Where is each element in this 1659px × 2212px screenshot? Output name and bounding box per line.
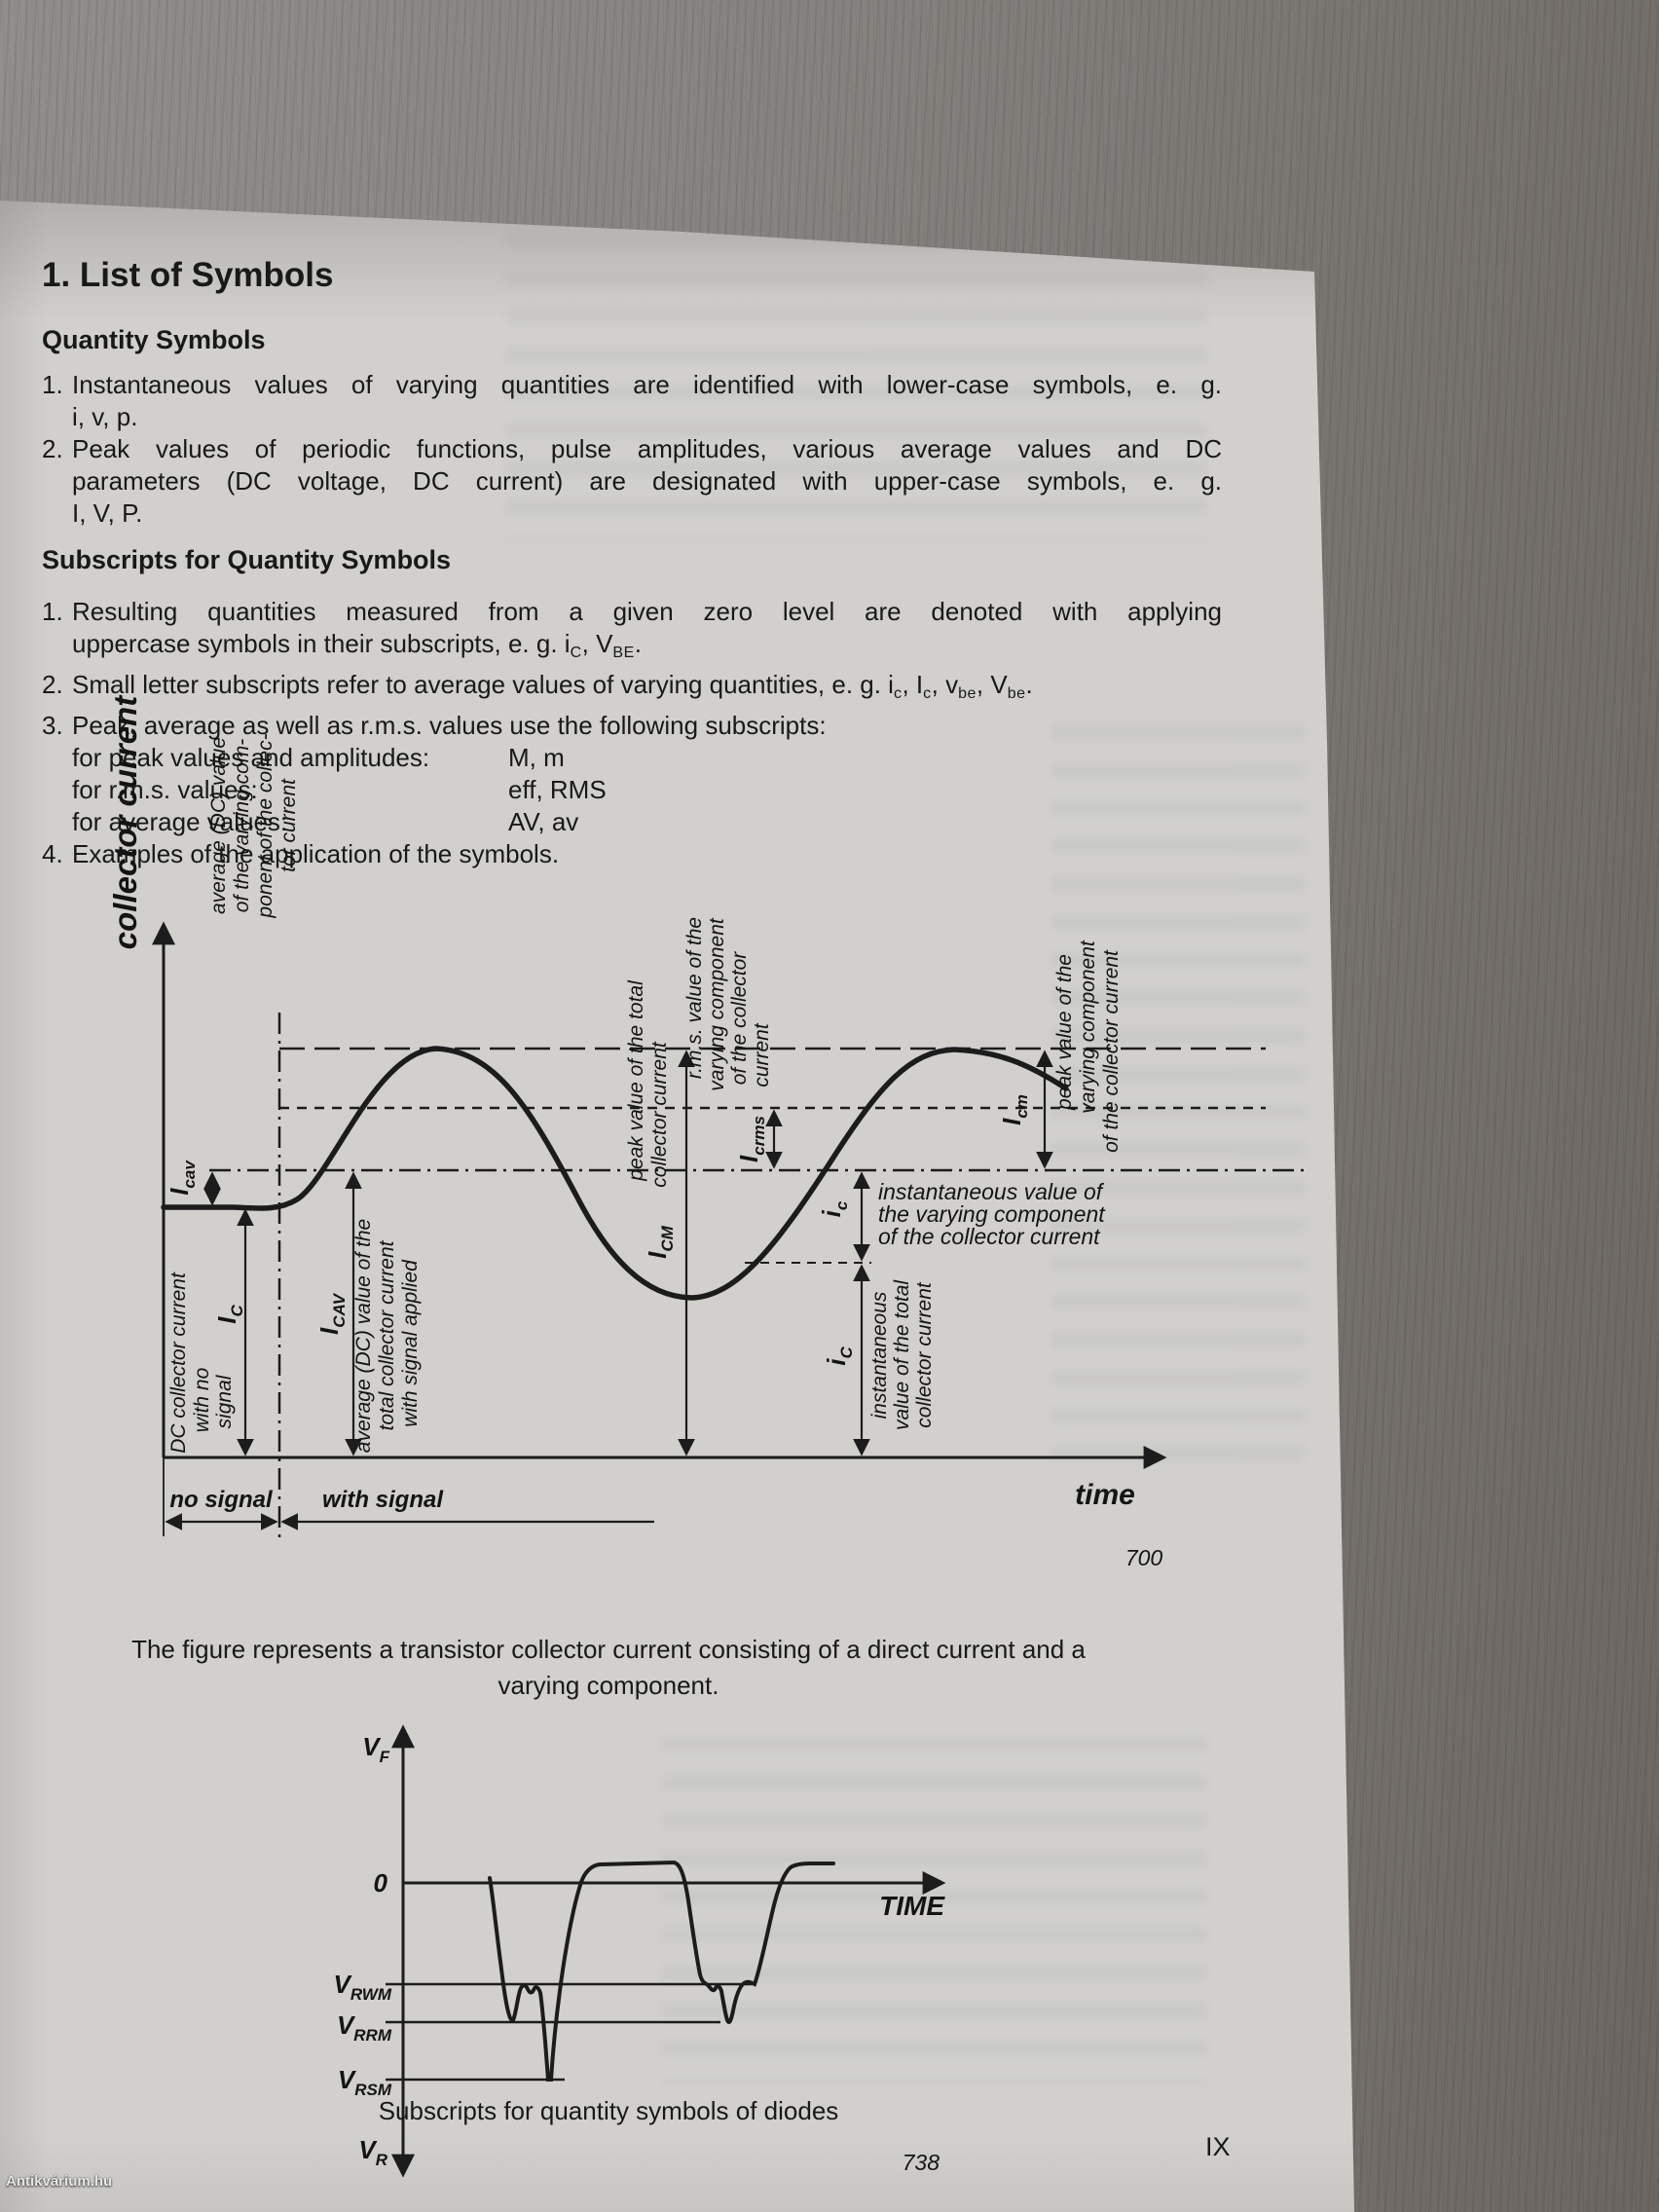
symbol-vf: VF (362, 1732, 389, 1766)
icav-description: average (DC) value (207, 737, 230, 914)
text-line: parameters (DC voltage, DC current) are … (72, 466, 1222, 496)
item-number: 4. (42, 839, 63, 868)
collector-current-curve (161, 1046, 1069, 1301)
list-item: 1. Instantaneous values of varying quant… (42, 369, 1222, 433)
subscripts-list: 1. Resulting quantities measured from a … (42, 596, 1222, 870)
figure-700-collector-current-diagram: collector current time 700 Icav average … (107, 694, 1309, 1570)
icrms-description: varying component (706, 917, 728, 1091)
text-line: Peak values of periodic functions, pulse… (72, 434, 1222, 463)
symbol-vr: VR (358, 2135, 387, 2169)
section-title-quantity-symbols: Quantity Symbols (42, 325, 266, 354)
icrms-description: current (751, 1022, 773, 1088)
row-label: for r.m.s. values: (72, 775, 258, 804)
subscript-row: for r.m.s. values: eff, RMS (72, 774, 1222, 806)
ic-dc-description: signal (213, 1374, 236, 1428)
caption-line: The figure represents a transistor colle… (131, 1635, 1086, 1664)
icav-total-description: average (DC) value of the (352, 1219, 375, 1453)
icm-var-description: varying component (1077, 940, 1099, 1114)
figure-738-caption: Subscripts for quantity symbols of diode… (378, 2096, 839, 2125)
ic-dc-description: DC collector current (167, 1272, 190, 1454)
instantaneous-varying-note: instantaneous value of (878, 1179, 1105, 1204)
icm-var-description: peak value of the (1053, 954, 1076, 1111)
caption-line: varying component. (498, 1671, 719, 1700)
row-label: for average values: (72, 807, 288, 836)
icm-var-description: of the collector current (1100, 949, 1123, 1153)
zero-label: 0 (374, 1868, 388, 1898)
diode-voltage-waveform (488, 1860, 835, 2082)
no-signal-label: no signal (169, 1487, 274, 1513)
text-line: Instantaneous values of varying quantiti… (72, 370, 1222, 399)
icav-total-description: with signal applied (399, 1259, 422, 1427)
y-axis-title: collector current (107, 694, 143, 949)
symbol-ic-dc: IC (212, 1305, 246, 1324)
symbol-vrsm: VRSM (338, 2065, 392, 2099)
text-line: Resulting quantities measured from a giv… (72, 597, 1222, 626)
symbol-ic-var: ic (817, 1200, 851, 1217)
icav-total-description: total collector current (376, 1239, 398, 1430)
instantaneous-varying-note: of the collector current (878, 1224, 1101, 1249)
symbol-ic-total: iC (822, 1346, 856, 1366)
quantity-symbols-list: 1. Instantaneous values of varying quant… (42, 369, 1222, 530)
time-axis-label: TIME (879, 1891, 945, 1921)
symbol-vrrm: VRRM (337, 2010, 392, 2045)
text-line: I, V, P. (72, 498, 143, 528)
figure-738-diode-voltages-diagram: VF 0 VRWM VRRM VRSM VR TIME 738 (333, 1724, 946, 2178)
subscript-row: for average values: AV, av (72, 806, 1222, 838)
list-item: 4. Examples of the application of the sy… (42, 838, 1222, 870)
symbol-icrms: Icrms (734, 1116, 768, 1162)
row-value: M, m (508, 743, 565, 772)
icm-total-description: collector current (648, 1041, 671, 1188)
symbol-icav-total: ICAV (314, 1292, 349, 1335)
text-line: i, v, p. (72, 402, 138, 431)
row-value: AV, av (508, 807, 579, 836)
text-line: Small letter subscripts refer to average… (72, 670, 1033, 702)
symbol-icav: Icav (165, 1160, 199, 1196)
icm-total-description: peak value of the total (625, 979, 647, 1182)
instantaneous-varying-note: the varying component (878, 1201, 1106, 1227)
icrms-description: r.m.s. value of the (683, 917, 706, 1079)
icrms-description: of the collector (728, 951, 751, 1086)
icav-description: of the varying com- (231, 739, 253, 913)
page-title: 1. List of Symbols (42, 256, 334, 294)
with-signal-label: with signal (322, 1487, 444, 1513)
watermark: Antikvárium.hu (6, 2173, 113, 2190)
figure-700-caption: The figure represents a transistor colle… (29, 1632, 1188, 1704)
icav-description: tor current (277, 778, 300, 872)
ic-total-description: collector current (913, 1281, 936, 1428)
item-number: 2. (42, 434, 63, 463)
symbol-icm-var: Icm (997, 1094, 1031, 1125)
ic-dc-description: with no (191, 1367, 213, 1432)
figure-number: 738 (903, 2150, 940, 2175)
item-number: 1. (42, 370, 63, 399)
symbol-icm-total: ICM (643, 1225, 677, 1259)
page-number: IX (1205, 2132, 1231, 2161)
symbol-vrwm: VRWM (333, 1970, 391, 2004)
list-item: 2. Peak values of periodic functions, pu… (42, 433, 1222, 530)
ic-total-description: instantaneous (868, 1291, 891, 1419)
item-number: 2. (42, 670, 63, 699)
section-title-subscripts: Subscripts for Quantity Symbols (42, 545, 452, 574)
ic-total-description: value of the total (891, 1279, 913, 1430)
list-item: 1. Resulting quantities measured from a … (42, 596, 1222, 669)
list-item: 3. Peak, average as well as r.m.s. value… (42, 710, 1222, 838)
text-line: uppercase symbols in their subscripts, e… (72, 629, 642, 661)
text-line: Peak, average as well as r.m.s. values u… (72, 711, 827, 740)
subscript-row: for peak values and amplitudes: M, m (72, 742, 1222, 774)
icav-description: ponent of the collec- (254, 733, 276, 918)
item-number: 3. (42, 711, 63, 740)
row-label: for peak values and amplitudes: (72, 743, 430, 772)
x-axis-label: time (1075, 1479, 1135, 1511)
item-number: 1. (42, 597, 63, 626)
text-line: Examples of the application of the symbo… (72, 839, 560, 868)
row-value: eff, RMS (508, 775, 607, 804)
figure-number: 700 (1125, 1545, 1163, 1570)
list-item: 2. Small letter subscripts refer to aver… (42, 669, 1222, 710)
